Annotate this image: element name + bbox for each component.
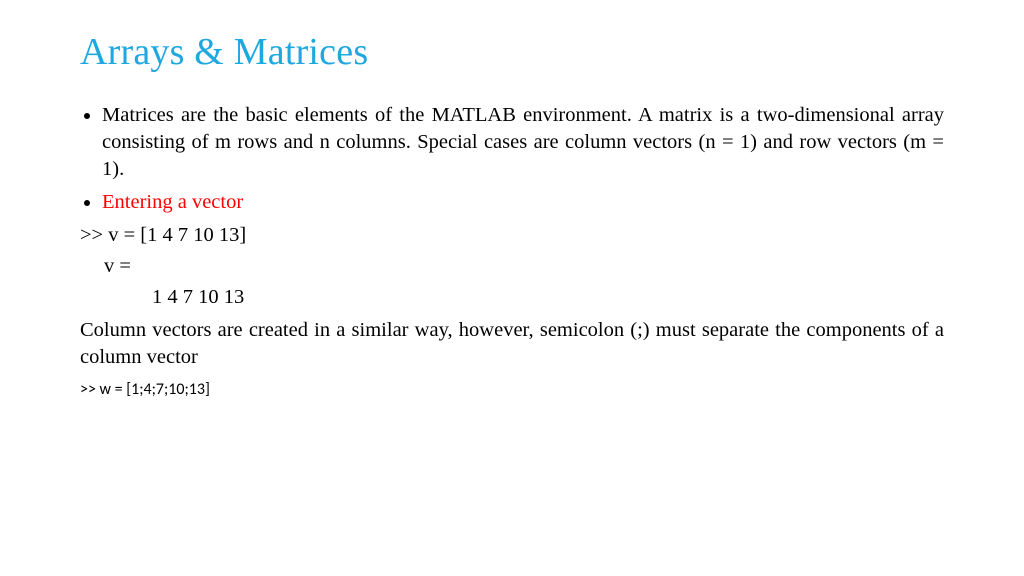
bullet-list: Matrices are the basic elements of the M…: [80, 102, 944, 216]
bullet-text-accent: Entering a vector: [102, 191, 243, 213]
code-input-line-2: >> w = [1;4;7;10;13]: [80, 379, 944, 400]
code-input-line: >> v = [1 4 7 10 13]: [80, 222, 944, 249]
bullet-text: Matrices are the basic elements of the M…: [102, 104, 944, 180]
slide-title: Arrays & Matrices: [80, 30, 944, 74]
bullet-item: Entering a vector: [102, 189, 944, 216]
explanation-text: Column vectors are created in a similar …: [80, 317, 944, 371]
code-output-values: 1 4 7 10 13: [80, 284, 944, 311]
bullet-item: Matrices are the basic elements of the M…: [102, 102, 944, 183]
slide: Arrays & Matrices Matrices are the basic…: [0, 0, 1024, 576]
slide-body: Matrices are the basic elements of the M…: [80, 102, 944, 401]
code-output-var: v =: [80, 253, 944, 280]
